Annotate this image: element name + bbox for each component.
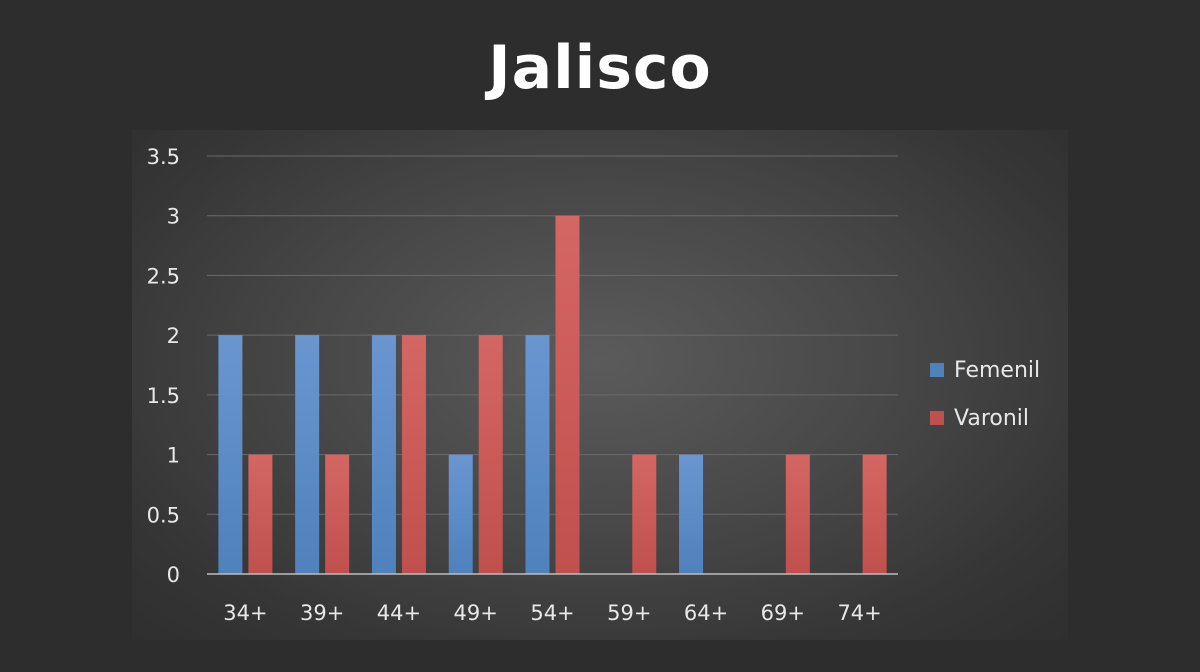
legend: Femenil Varonil [930, 346, 1040, 442]
bar-varonil-44 [401, 335, 426, 574]
y-tick-label: 1 [167, 444, 180, 468]
y-tick-label: 0 [167, 563, 180, 587]
bar-femenil-44 [371, 335, 396, 574]
bar-varonil-39 [325, 454, 350, 574]
chart-panel [132, 130, 1068, 640]
bar-varonil-74 [862, 454, 887, 574]
bar-varonil-34 [248, 454, 273, 574]
y-tick-label: 3 [167, 205, 180, 229]
y-tick-label: 2.5 [147, 264, 180, 288]
legend-label-femenil: Femenil [954, 357, 1041, 383]
bar-femenil-64 [679, 454, 704, 574]
x-tick-label: 64+ [684, 601, 728, 625]
x-tick-label: 34+ [223, 601, 267, 625]
x-tick-label: 39+ [300, 601, 344, 625]
bar-femenil-49 [448, 454, 473, 574]
legend-item-varonil: Varonil [930, 394, 1040, 442]
y-tick-label: 1.5 [147, 384, 180, 408]
x-tick-label: 74+ [837, 601, 881, 625]
y-tick-label: 2 [167, 324, 180, 348]
bar-varonil-54 [555, 215, 580, 574]
x-tick-label: 44+ [377, 601, 421, 625]
bar-varonil-59 [632, 454, 657, 574]
y-tick-label: 3.5 [147, 145, 180, 169]
x-tick-label: 69+ [761, 601, 805, 625]
legend-item-femenil: Femenil [930, 346, 1040, 394]
bar-femenil-54 [525, 335, 550, 574]
bar-femenil-39 [295, 335, 320, 574]
y-tick-label: 0.5 [147, 503, 180, 527]
legend-label-varonil: Varonil [954, 405, 1030, 431]
chart-title: Jalisco [488, 33, 712, 103]
x-tick-label: 49+ [454, 601, 498, 625]
x-tick-label: 54+ [530, 601, 574, 625]
legend-swatch-femenil [930, 363, 944, 377]
bar-varonil-49 [478, 335, 503, 574]
bar-varonil-69 [785, 454, 810, 574]
legend-swatch-varonil [930, 411, 944, 425]
x-tick-label: 59+ [607, 601, 651, 625]
bar-femenil-34 [218, 335, 243, 574]
